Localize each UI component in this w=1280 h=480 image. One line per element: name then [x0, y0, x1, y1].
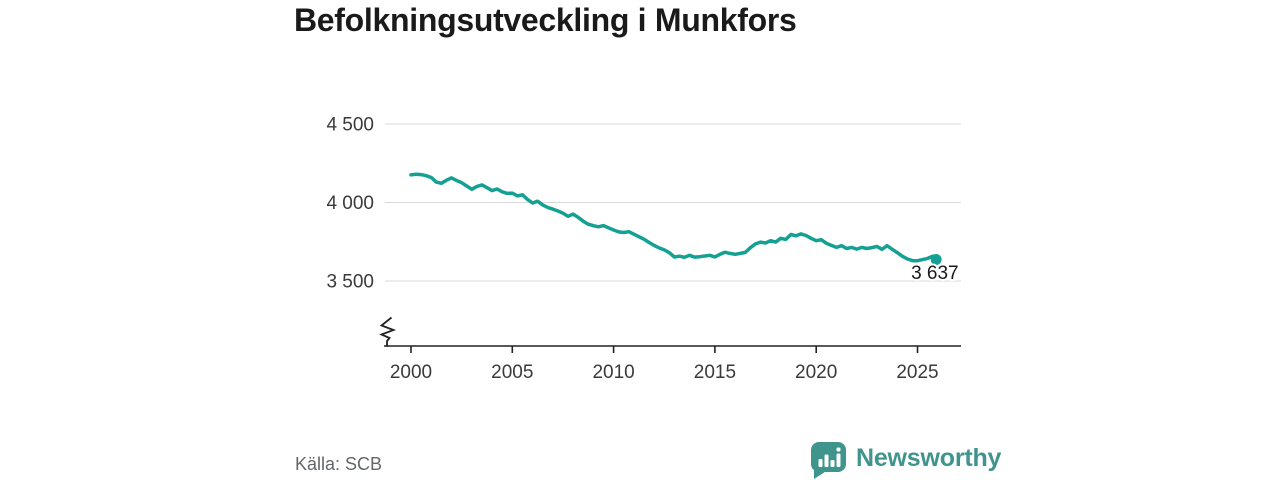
series-endpoint-dot [930, 253, 942, 265]
y-tick-label: 4 500 [326, 115, 374, 136]
population-series-line [409, 172, 938, 263]
x-tick-label: 2025 [896, 362, 938, 383]
y-tick-label: 3 500 [326, 272, 374, 293]
newsworthy-logo-icon [811, 442, 846, 479]
source-label: Källa: SCB [295, 454, 383, 474]
endpoint-value-label: 3 637 [911, 263, 959, 284]
newsworthy-logo-text: Newsworthy [856, 444, 1002, 472]
newsworthy-logo: Newsworthy [810, 441, 1001, 480]
x-tick-label: 2010 [592, 362, 634, 383]
gridlines [385, 123, 961, 282]
x-axis-ticks: 2000 2005 2010 2015 2020 2025 [390, 346, 939, 383]
chart-title: Befolkningsutveckling i Munkfors [294, 2, 797, 38]
axis-break-icon [379, 316, 397, 347]
x-tick-label: 2000 [390, 362, 432, 383]
x-tick-label: 2015 [694, 362, 736, 383]
logo-bar-chart-glyph [818, 447, 841, 467]
y-axis-labels: 4 500 4 000 3 500 [326, 115, 374, 293]
x-axis: 2000 2005 2010 2015 2020 2025 [379, 316, 961, 383]
x-tick-label: 2020 [795, 362, 837, 383]
y-tick-label: 4 000 [326, 193, 374, 214]
x-tick-label: 2005 [491, 362, 533, 383]
